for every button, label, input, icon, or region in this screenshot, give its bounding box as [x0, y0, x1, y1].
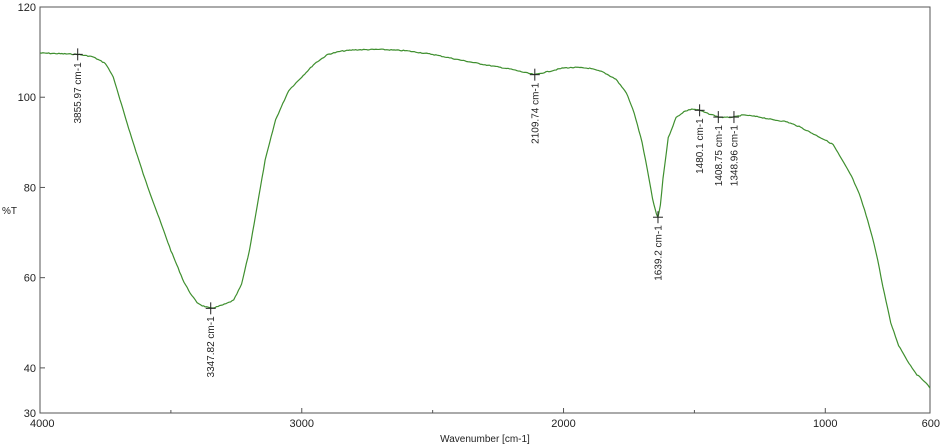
peak-label: 3347.82 cm-1: [206, 316, 217, 378]
x-tick-label: 4000: [30, 418, 54, 430]
peak-label: 1639.2 cm-1: [653, 225, 664, 281]
plot-frame: [39, 6, 931, 414]
peak-label: 1348.96 cm-1: [729, 125, 740, 187]
peak-label: 3855.97 cm-1: [73, 62, 84, 124]
y-tick-label: 60: [24, 273, 36, 285]
x-tick-label: 1000: [813, 418, 837, 430]
peak-label: 1480.1 cm-1: [695, 118, 706, 174]
y-tick-label: 80: [24, 182, 36, 194]
peak-annotation: 1348.96 cm-1: [728, 111, 740, 187]
peak-annotation: 3855.97 cm-1: [72, 48, 84, 124]
peak-annotation: 2109.74 cm-1: [529, 68, 541, 144]
y-tick-label: 30: [24, 408, 36, 420]
y-tick-label: 120: [18, 2, 36, 14]
peak-label: 2109.74 cm-1: [530, 82, 541, 144]
y-axis-ticks: 30 40 60 80 100 120: [18, 2, 45, 420]
peak-annotation: 3347.82 cm-1: [205, 302, 217, 378]
peak-annotation: 1408.75 cm-1: [713, 111, 725, 186]
x-tick-label: 600: [922, 418, 940, 430]
y-tick-label: 40: [24, 363, 36, 375]
peak-annotation: 1639.2 cm-1: [652, 211, 664, 281]
x-tick-label: 3000: [290, 418, 314, 430]
x-axis-ticks: 4000 3000 2000 1000 600: [30, 408, 940, 430]
peak-annotations: 3855.97 cm-1 3347.82 cm-1 2109.74 cm-1 1639…: [72, 48, 740, 378]
peak-annotation: 1480.1 cm-1: [694, 104, 706, 174]
y-tick-label: 100: [18, 92, 36, 104]
x-tick-label: 2000: [551, 418, 575, 430]
spectrum-line: [39, 48, 931, 389]
x-axis-label: Wavenumber [cm-1]: [440, 434, 530, 445]
y-axis-label: %T: [2, 206, 17, 217]
peak-label: 1408.75 cm-1: [714, 125, 725, 187]
